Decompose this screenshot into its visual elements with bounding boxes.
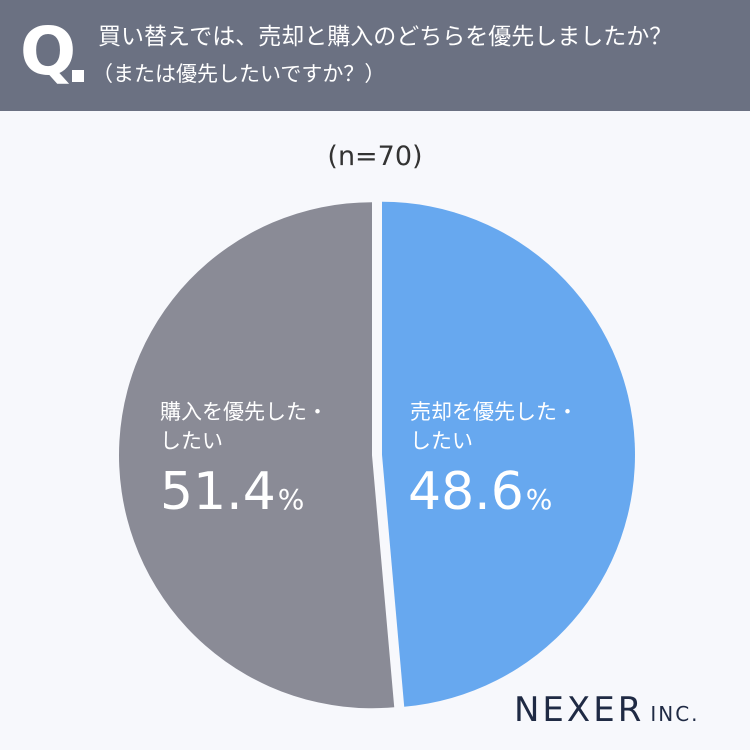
slice-label-sell-line1: 売却を優先した・: [410, 400, 578, 424]
question-subtext: （または優先したいですか？）: [92, 62, 386, 86]
slice-label-sell-line2: したい: [410, 429, 473, 453]
q-mark: Q: [20, 13, 77, 90]
logo-main: NEXER: [514, 690, 645, 730]
nexer-logo: NEXER INC.: [514, 690, 700, 730]
q-dot: [72, 70, 84, 82]
slice-value-buy-number: 51.4: [160, 462, 276, 522]
slice-value-buy: 51.4%: [160, 462, 304, 530]
question-text: 買い替えでは、売却と購入のどちらを優先しましたか？: [98, 24, 673, 50]
logo-sub: INC.: [650, 702, 700, 726]
slice-value-buy-unit: %: [277, 483, 305, 516]
question-header: Q 買い替えでは、売却と購入のどちらを優先しましたか？ （または優先したいですか…: [0, 0, 750, 111]
sample-size-label: (n=70): [327, 141, 423, 172]
slice-label-buy-line1: 購入を優先した・: [160, 400, 328, 424]
slice-value-sell: 48.6%: [408, 462, 552, 530]
slice-value-sell-number: 48.6: [408, 462, 524, 522]
slice-value-sell-unit: %: [525, 483, 553, 516]
pie-slice-buy-first: [119, 202, 395, 709]
slice-label-buy-line2: したい: [160, 429, 223, 453]
pie-slice-sell-first: [381, 201, 635, 707]
